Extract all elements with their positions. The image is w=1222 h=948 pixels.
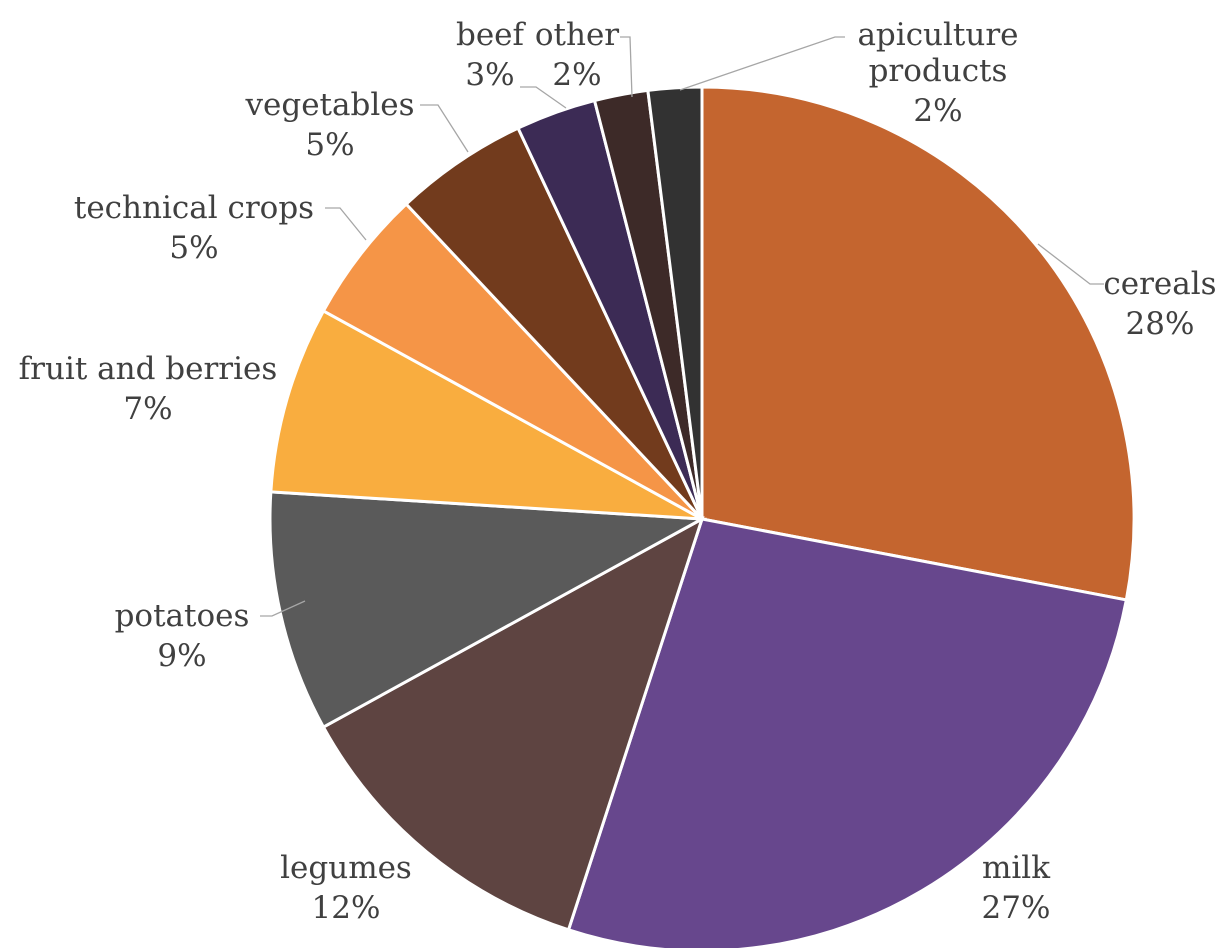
slice-label-technical-crops: technical crops 5%	[74, 190, 314, 266]
pie-slice-potatoes	[268, 490, 708, 730]
slice-label-name: technical crops	[74, 190, 314, 226]
slice-labels: cereals 28% milk 27% legumes 12% potatoes 9% fru…	[19, 17, 1217, 926]
leader-line-cereals	[1037, 243, 1104, 285]
leader-line-other	[620, 36, 633, 98]
leader-line-vegetables	[420, 104, 469, 153]
slice-label-value: 5%	[169, 230, 218, 266]
slice-label-name: products	[869, 53, 1008, 89]
slice-label-name: fruit and berries	[19, 351, 278, 387]
slice-label-vegetables: vegetables 5%	[244, 87, 414, 163]
slice-label-value: 3%	[465, 57, 514, 93]
slice-label-milk: milk 27%	[982, 850, 1051, 926]
pie-slice-milk	[566, 517, 1129, 948]
pie-slice-legumes	[321, 515, 705, 932]
pie-slice-cereals	[700, 85, 1136, 602]
slice-label-other: other 2%	[535, 17, 619, 93]
pie-slices	[268, 85, 1136, 948]
slice-label-potatoes: potatoes 9%	[115, 598, 250, 674]
slice-label-value: 7%	[123, 391, 172, 427]
leader-line-potatoes	[260, 600, 306, 617]
slice-label-value: 9%	[157, 638, 206, 674]
slice-label-name: beef	[456, 17, 527, 53]
slice-label-beef: beef 3%	[456, 17, 527, 93]
leader-line-technical-crops	[325, 207, 367, 241]
slice-label-cereals: cereals 28%	[1103, 266, 1216, 342]
slice-label-name: legumes	[280, 850, 412, 886]
pie-slice-apiculture-products	[646, 85, 704, 520]
slice-label-name: vegetables	[244, 87, 414, 123]
pie-slice-fruit-and-berries	[269, 308, 703, 521]
slice-label-value: 5%	[305, 127, 354, 163]
slice-label-value: 27%	[982, 890, 1051, 926]
slice-label-name: other	[535, 17, 619, 53]
slice-label-name: milk	[982, 850, 1050, 886]
slice-label-name: potatoes	[115, 598, 250, 634]
leader-line-beef	[520, 86, 567, 109]
slice-label-name: apiculture	[857, 17, 1018, 53]
slice-label-legumes: legumes 12%	[280, 850, 412, 926]
slice-label-value: 2%	[552, 57, 601, 93]
leader-line-apiculture-products	[679, 36, 845, 91]
slice-label-value: 28%	[1126, 306, 1195, 342]
slice-label-apiculture-products: apiculture products 2%	[857, 17, 1018, 129]
slice-label-value: 2%	[913, 93, 962, 129]
slice-label-name: cereals	[1103, 266, 1216, 302]
slice-label-value: 12%	[312, 890, 381, 926]
leader-lines	[260, 36, 1104, 617]
slice-label-fruit-and-berries: fruit and berries 7%	[19, 351, 278, 427]
